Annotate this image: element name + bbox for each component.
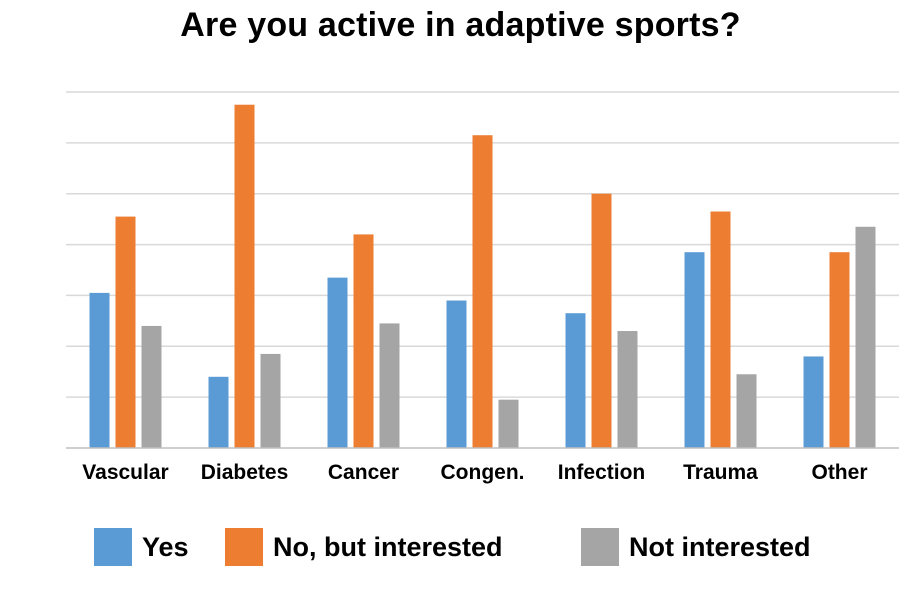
legend-swatch-no-but-interested — [225, 528, 263, 566]
legend-label-not-interested: Not interested — [629, 531, 811, 562]
bar-infection-yes — [565, 313, 586, 448]
bar-cancer-not-interested — [379, 323, 400, 448]
bar-congen-no-but-interested — [472, 135, 493, 448]
category-label: Cancer — [328, 461, 399, 484]
bar-trauma-not-interested — [736, 374, 757, 448]
bar-vascular-yes — [89, 292, 110, 448]
chart-title: Are you active in adaptive sports? — [180, 6, 741, 44]
bar-trauma-no-but-interested — [710, 211, 731, 448]
bar-infection-not-interested — [617, 331, 638, 448]
bar-cancer-no-but-interested — [353, 234, 374, 448]
legend-item-no-but-interested: No, but interested — [225, 528, 503, 566]
category-label: Diabetes — [201, 461, 289, 484]
category-label: Other — [811, 461, 867, 484]
legend-item-not-interested: Not interested — [581, 528, 811, 566]
bar-diabetes-yes — [208, 376, 229, 448]
bar-vascular-no-but-interested — [115, 216, 136, 448]
category-labels: Vascular Diabetes Cancer Congen. Infection Tr… — [82, 461, 867, 484]
bar-vascular-not-interested — [141, 325, 162, 448]
bar-trauma-yes — [684, 252, 705, 448]
legend-label-yes: Yes — [142, 531, 189, 562]
legend-swatch-not-interested — [581, 528, 619, 566]
bars — [89, 104, 876, 448]
bar-congen-not-interested — [498, 399, 519, 448]
bar-other-no-but-interested — [829, 252, 850, 448]
bar-chart: Vascular Diabetes Cancer Congen. Infection Tr… — [66, 91, 899, 484]
bar-infection-no-but-interested — [591, 193, 612, 448]
category-label: Trauma — [683, 461, 758, 484]
bar-cancer-yes — [327, 277, 348, 448]
legend-swatch-yes — [94, 528, 132, 566]
bar-diabetes-not-interested — [260, 353, 281, 448]
legend-item-yes: Yes — [94, 528, 189, 566]
bar-other-yes — [803, 356, 824, 448]
legend: Yes No, but interested Not interested — [0, 528, 921, 578]
category-label: Infection — [558, 461, 646, 484]
legend-label-no-but-interested: No, but interested — [273, 531, 503, 562]
category-label: Vascular — [82, 461, 168, 484]
category-label: Congen. — [441, 461, 525, 484]
bar-diabetes-no-but-interested — [234, 104, 255, 448]
bar-other-not-interested — [855, 226, 876, 448]
bar-congen-yes — [446, 300, 467, 448]
